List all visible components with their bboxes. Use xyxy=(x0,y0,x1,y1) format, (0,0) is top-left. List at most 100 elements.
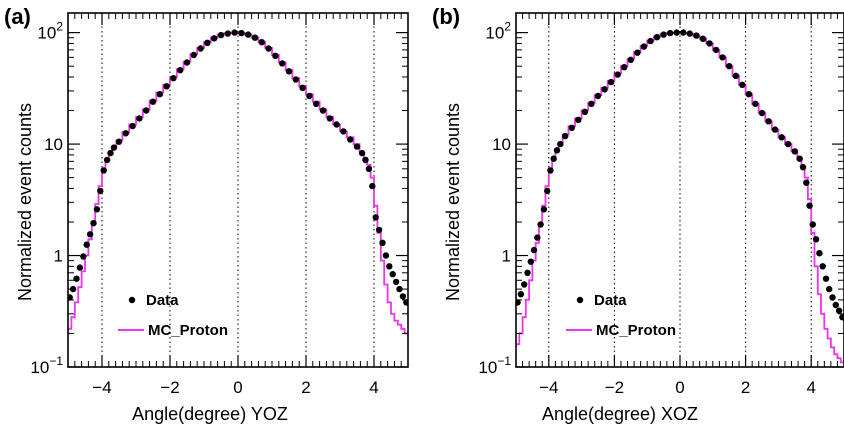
data-point xyxy=(647,37,654,45)
data-point xyxy=(544,187,551,195)
x-tick-label: 0 xyxy=(233,378,242,397)
data-point xyxy=(107,149,114,157)
data-point xyxy=(835,307,843,314)
y-tick-label: 10−1 xyxy=(30,354,63,377)
panel-b-data-series xyxy=(516,29,844,321)
data-point xyxy=(149,98,157,105)
data-point xyxy=(799,164,807,171)
data-point xyxy=(190,51,197,59)
data-point xyxy=(534,234,541,241)
panel-b-ticks: −4 −2 0 2 4 10−1 1 10 102 xyxy=(478,13,844,397)
data-point xyxy=(614,71,621,78)
data-point xyxy=(197,45,204,52)
panel-a-mc-series xyxy=(68,31,408,335)
data-point xyxy=(819,263,826,270)
data-point xyxy=(839,314,844,321)
legend-data-label: Data xyxy=(594,292,627,309)
data-point xyxy=(369,182,376,190)
data-point xyxy=(375,226,383,234)
data-point xyxy=(258,39,265,46)
data-point xyxy=(530,246,538,254)
data-point xyxy=(719,54,726,61)
data-point xyxy=(758,109,766,117)
data-point xyxy=(238,29,245,37)
data-point xyxy=(832,301,839,309)
y-tick-label: 10 xyxy=(492,135,511,154)
legend-data-marker xyxy=(128,296,136,304)
x-tick-label: −2 xyxy=(605,378,624,397)
data-point xyxy=(732,72,739,80)
panel-a-ylabel: Normalized event counts xyxy=(15,103,35,301)
data-point xyxy=(653,34,661,41)
x-tick-label: 4 xyxy=(369,378,378,397)
x-tick-label: 4 xyxy=(806,378,815,397)
panel-b-ylabel: Normalized event counts xyxy=(443,103,463,301)
data-point xyxy=(822,275,830,282)
data-point xyxy=(86,231,94,238)
data-point xyxy=(726,62,733,70)
data-point xyxy=(399,293,407,300)
data-point xyxy=(279,60,286,67)
data-point xyxy=(379,239,386,246)
data-point xyxy=(540,206,548,213)
mc-step-line xyxy=(68,31,408,335)
data-point xyxy=(163,83,170,90)
data-point xyxy=(103,156,111,164)
data-point xyxy=(517,291,525,298)
data-point xyxy=(319,107,327,114)
y-tick-label: 10 xyxy=(44,135,63,154)
data-point xyxy=(306,92,313,100)
data-point xyxy=(796,155,803,162)
y-tick-label: 1 xyxy=(502,247,511,266)
panel-b: (b) Normalized event counts Angle(degree… xyxy=(432,4,844,424)
data-point xyxy=(803,179,810,186)
x-tick-label: −2 xyxy=(160,378,179,397)
data-point xyxy=(562,132,569,140)
data-point xyxy=(568,124,575,131)
data-point xyxy=(634,49,641,56)
data-point xyxy=(516,299,521,306)
data-point xyxy=(537,221,544,228)
data-point xyxy=(527,258,534,265)
data-point xyxy=(680,29,687,36)
data-point xyxy=(771,126,779,133)
data-point xyxy=(362,156,369,164)
data-point xyxy=(588,100,595,108)
data-point xyxy=(739,81,746,89)
data-point xyxy=(292,76,299,83)
data-point xyxy=(752,100,759,108)
data-point xyxy=(313,100,320,108)
data-point xyxy=(365,165,373,172)
data-point xyxy=(785,140,792,148)
data-point xyxy=(83,241,90,248)
data-point xyxy=(245,31,252,38)
data-point xyxy=(392,278,400,286)
data-point xyxy=(816,250,823,257)
data-point xyxy=(706,40,713,47)
data-point xyxy=(211,35,218,42)
data-point xyxy=(660,31,667,38)
data-point xyxy=(204,39,211,46)
x-tick-label: −4 xyxy=(539,378,558,397)
data-point xyxy=(594,92,602,100)
data-point xyxy=(667,29,674,37)
data-point xyxy=(358,149,366,157)
y-tick-label: 102 xyxy=(485,20,511,43)
data-point xyxy=(403,299,408,306)
panel-a-ticks: −4 −2 0 2 4 10−1 1 10 102 xyxy=(30,13,409,397)
data-point xyxy=(272,52,279,59)
data-point xyxy=(122,130,129,137)
y-tick-label: 1 xyxy=(54,247,63,266)
data-point xyxy=(640,43,648,50)
data-point xyxy=(396,285,403,293)
data-point xyxy=(326,115,333,122)
data-point xyxy=(340,128,347,135)
panel-a-legend: Data MC_Proton xyxy=(118,292,228,339)
data-point xyxy=(224,30,231,37)
data-point xyxy=(353,143,361,150)
data-point xyxy=(778,134,785,141)
panel-b-xlabel: Angle(degree) XOZ xyxy=(542,404,698,424)
x-tick-label: 2 xyxy=(301,378,310,397)
panel-a-xlabel: Angle(degree) YOZ xyxy=(132,404,288,424)
